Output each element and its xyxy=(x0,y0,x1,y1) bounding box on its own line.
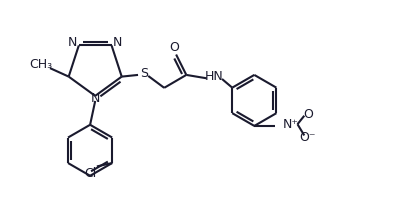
Text: CH₃: CH₃ xyxy=(29,57,52,70)
Text: O: O xyxy=(303,107,313,120)
Text: HN: HN xyxy=(205,70,224,83)
Text: O⁻: O⁻ xyxy=(299,131,316,144)
Text: N: N xyxy=(113,36,122,49)
Text: O: O xyxy=(169,41,180,54)
Text: N: N xyxy=(68,36,78,49)
Text: S: S xyxy=(140,67,148,80)
Text: N⁺: N⁺ xyxy=(283,118,299,131)
Text: N: N xyxy=(91,92,100,105)
Text: Cl: Cl xyxy=(84,168,96,180)
